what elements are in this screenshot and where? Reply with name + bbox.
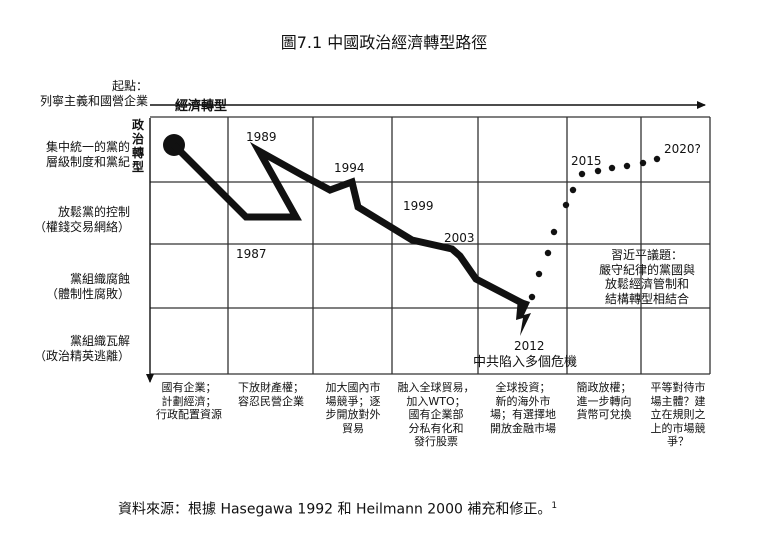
stage-description: 簡政放權； 進一步轉向 貨幣可兌換 — [567, 381, 641, 422]
left-label-line: （權錢交易網絡） — [33, 220, 130, 234]
left-label-line: 黨組織瓦解 — [69, 334, 130, 348]
left-label-disintegration: 黨組織瓦解 （政治精英逃離） — [0, 334, 130, 364]
xi-note-line: 嚴守紀律的黨國與 — [598, 262, 695, 277]
left-label-loosened: 放鬆黨的控制 （權錢交易網絡） — [0, 205, 130, 235]
stage-description-line: 行政配置資源 — [156, 408, 222, 421]
stage-description-line: 場主體？建 — [650, 394, 706, 408]
stage-description-line: 分私有化和 — [408, 421, 464, 435]
year-label-2003: 2003 — [444, 231, 475, 245]
stage-description-line: 步開放對外 — [325, 408, 381, 421]
stage-description: 下放財產權； 容忍民營企業 — [230, 381, 312, 408]
year-label-1994: 1994 — [334, 161, 365, 175]
projected-dot — [578, 170, 586, 178]
year-label-1989: 1989 — [246, 130, 277, 144]
left-label-centralized: 集中統一的黨的 層級制度和黨紀 — [0, 140, 130, 170]
stage-description-line: 上的市場競 — [650, 421, 706, 435]
y-axis-char: 型 — [132, 159, 144, 174]
xi-note-line: 結構轉型相結合 — [604, 291, 689, 306]
stage-description-line: 場；有選擇地 — [490, 408, 556, 421]
stage-description-line: 融入全球貿易， — [397, 381, 475, 394]
source-footnote-marker: 1 — [551, 501, 558, 511]
stage-description: 平等對待市 場主體？建 立在規則之 上的市場競 爭？ — [643, 381, 713, 449]
stage-description-line: 平等對待市 — [650, 381, 706, 394]
stage-description-line: 貨幣可兌換 — [576, 408, 632, 421]
y-axis-char: 轉 — [132, 145, 144, 160]
projected-dot — [639, 159, 647, 167]
grid — [150, 116, 711, 375]
projected-dot — [608, 164, 616, 172]
stage-description-line: 容忍民營企業 — [238, 394, 304, 408]
stage-description-line: 加入WTO； — [406, 394, 466, 408]
stage-description-line: 場競爭；逐 — [325, 394, 381, 408]
y-axis-char: 政 — [132, 117, 145, 132]
projected-dot — [594, 167, 602, 175]
stage-description-line: 國有企業部 — [408, 408, 464, 421]
year-label-1987: 1987 — [236, 247, 267, 261]
projected-dot — [528, 293, 536, 301]
projected-dot — [544, 249, 552, 257]
stage-description: 融入全球貿易， 加入WTO； 國有企業部 分私有化和 發行股票 — [394, 381, 478, 449]
source-note: 資料來源：根據 Hasegawa 1992 和 Heilmann 2000 補充… — [118, 497, 557, 519]
stage-description-line: 簡政放權； — [576, 381, 632, 394]
left-label-line: （政治精英逃離） — [33, 349, 130, 363]
projected-dot — [569, 186, 577, 194]
left-label-line: 黨組織腐蝕 — [69, 272, 130, 286]
xi-note-line: 放鬆經濟管制和 — [604, 277, 689, 291]
xi-note: 習近平議題： 嚴守紀律的黨國與 放鬆經濟管制和 結構轉型相結合 — [583, 248, 711, 306]
stage-description-line: 國有企業； — [161, 381, 217, 394]
y-axis-char: 治 — [132, 131, 144, 146]
stage-description: 加大國內市 場競爭；逐 步開放對外 貿易 — [315, 381, 391, 435]
left-label-line: 層級制度和黨紀 — [45, 155, 130, 169]
stage-description-line: 加大國內市 — [325, 381, 381, 394]
stage-description-line: 全球投資； — [495, 381, 551, 394]
left-label-start: 起點： 列寧主義和國營企業 — [0, 79, 148, 109]
source-note-text: 資料來源：根據 Hasegawa 1992 和 Heilmann 2000 補充… — [118, 501, 552, 518]
left-label-line: 放鬆黨的控制 — [57, 205, 130, 219]
y-axis-label: 政 治 轉 型 — [132, 117, 145, 174]
stage-description: 全球投資； 新的海外市 場；有選擇地 開放金融市場 — [480, 381, 566, 435]
year-label-2015: 2015 — [571, 154, 602, 168]
stage-description-line: 新的海外市 — [495, 394, 551, 408]
projected-dot — [653, 155, 661, 163]
projected-dot — [562, 201, 570, 209]
xi-note-line: 習近平議題： — [610, 248, 683, 262]
projected-dot — [535, 270, 543, 278]
stage-description-line: 發行股票 — [414, 435, 458, 448]
projected-path — [528, 155, 661, 301]
projected-dot — [623, 162, 631, 170]
stage-description: 國有企業； 計劃經濟； 行政配置資源 — [148, 381, 230, 422]
stage-description-line: 爭？ — [667, 435, 689, 448]
left-label-corrosion: 黨組織腐蝕 （體制性腐敗） — [0, 272, 130, 302]
stage-description-line: 貿易 — [342, 421, 364, 435]
left-label-line: 起點： — [111, 79, 148, 93]
transition-path — [171, 141, 524, 307]
projected-dot — [550, 228, 558, 236]
year-label-2012: 2012 — [514, 339, 545, 353]
year-label-2020: 2020? — [664, 142, 701, 156]
left-label-line: （體制性腐敗） — [45, 287, 130, 301]
stage-description-line: 開放金融市場 — [490, 421, 556, 435]
left-label-line: 集中統一的黨的 — [45, 140, 130, 154]
crisis-lightning-icon — [516, 298, 531, 336]
stage-description-line: 計劃經濟； — [161, 394, 217, 408]
year-label-1999: 1999 — [403, 199, 434, 213]
stage-description-line: 立在規則之 — [650, 408, 706, 421]
x-axis-label: 經濟轉型 — [175, 98, 227, 114]
figure-title: 圖7.1 中國政治經濟轉型路徑 — [280, 33, 488, 52]
stage-description-line: 進一步轉向 — [576, 394, 632, 408]
crisis-caption: 中共陷入多個危機 — [473, 354, 577, 370]
stage-description-line: 下放財產權； — [238, 381, 304, 394]
left-label-line: 列寧主義和國營企業 — [39, 94, 148, 108]
